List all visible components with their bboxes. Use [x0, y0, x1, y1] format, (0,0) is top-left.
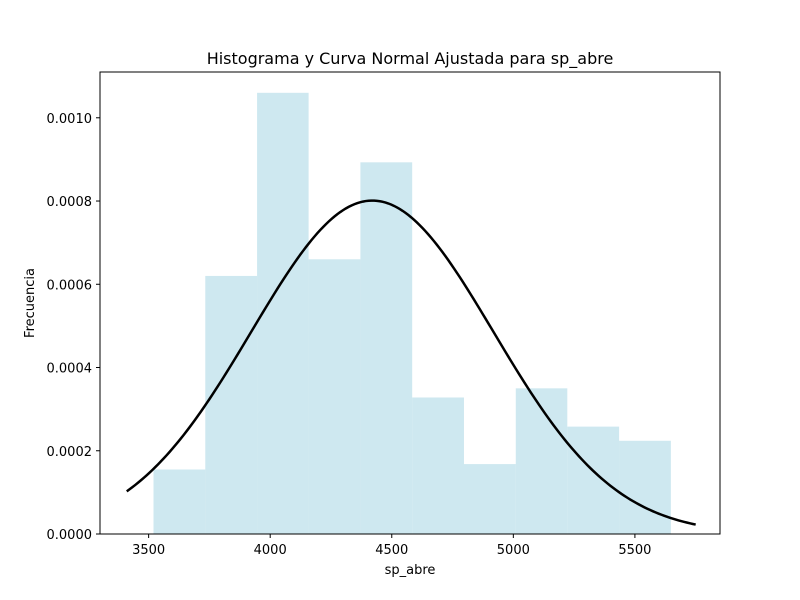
- y-tick-label: 0.0008: [47, 195, 93, 210]
- x-tick-label: 4500: [375, 543, 408, 558]
- y-tick-label: 0.0010: [47, 112, 93, 127]
- x-tick-label: 5000: [497, 543, 530, 558]
- histogram-bar: [257, 92, 309, 534]
- histogram-bar: [412, 397, 464, 534]
- histogram-bar: [205, 275, 258, 534]
- y-tick-label: 0.0002: [47, 445, 93, 460]
- y-tick-label: 0.0000: [47, 528, 93, 543]
- histogram-bar: [515, 388, 568, 534]
- normal-curve: [126, 199, 696, 526]
- x-axis-label: sp_abre: [385, 563, 436, 578]
- histogram-bar: [153, 469, 206, 534]
- y-tick-label: 0.0006: [47, 278, 93, 293]
- histogram-bar: [463, 464, 516, 534]
- histogram-bars: [153, 92, 671, 535]
- x-tick-label: 3500: [132, 543, 165, 558]
- chart-title: Histograma y Curva Normal Ajustada para …: [207, 49, 614, 69]
- histogram-bar: [567, 426, 620, 534]
- histogram-bar: [308, 259, 361, 534]
- y-axis-ticks: 0.0000 0.0002 0.0004 0.0006 0.0008 0.0010: [47, 112, 100, 543]
- x-axis-ticks: 3500 4000 4500 5000 5500: [132, 534, 651, 558]
- x-tick-label: 5500: [618, 543, 651, 558]
- y-tick-label: 0.0004: [47, 362, 93, 377]
- x-tick-label: 4000: [254, 543, 287, 558]
- y-axis-label: Frecuencia: [23, 268, 38, 338]
- histogram-bar: [619, 440, 671, 534]
- histogram-bar: [360, 162, 413, 535]
- plot-frame: [99, 71, 721, 535]
